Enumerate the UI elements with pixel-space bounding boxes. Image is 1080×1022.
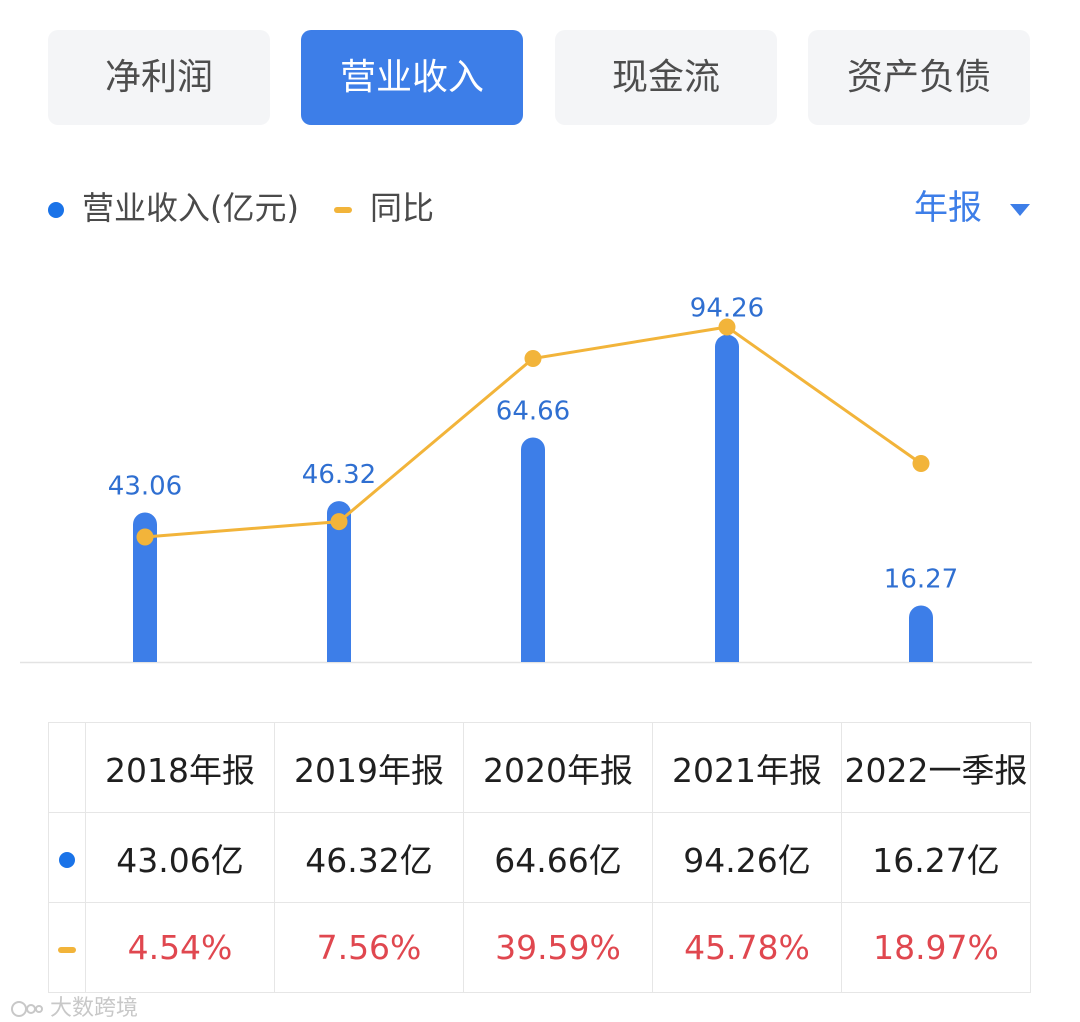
- watermark-text: 大数跨境: [50, 996, 138, 1021]
- bar-value-label: 16.27: [884, 564, 958, 594]
- yoy-point-2021年报[interactable]: [719, 318, 736, 335]
- table-cell: 16.27亿: [842, 813, 1031, 903]
- legend-dash-icon: [334, 207, 352, 213]
- legend-label-yoy: 同比: [370, 189, 434, 227]
- table-header-row: 2018年报 2019年报 2020年报 2021年报 2022一季报: [49, 723, 1031, 813]
- bar-value-label: 64.66: [496, 396, 570, 426]
- table-row-revenue: 43.06亿 46.32亿 64.66亿 94.26亿 16.27亿: [49, 813, 1031, 903]
- table-header: 2019年报: [275, 723, 464, 813]
- tab-revenue[interactable]: 营业收入: [301, 30, 523, 125]
- tab-bar: 净利润 营业收入 现金流 资产负债: [48, 30, 1032, 125]
- table-cell: 64.66亿: [464, 813, 653, 903]
- bar-2020年报[interactable]: [521, 437, 545, 662]
- table-cell: 46.32亿: [275, 813, 464, 903]
- table-cell: 43.06亿: [86, 813, 275, 903]
- revenue-dot-icon: [59, 852, 75, 868]
- yoy-point-2018年报[interactable]: [137, 529, 154, 546]
- growth-dash-icon: [58, 947, 76, 953]
- table-corner-cell: [49, 723, 86, 813]
- yoy-point-2019年报[interactable]: [331, 513, 348, 530]
- period-label: 年报: [914, 188, 982, 228]
- growth-row-indicator: [49, 903, 86, 993]
- caret-down-icon: [1010, 204, 1030, 216]
- legend-item-yoy: 同比: [334, 180, 434, 236]
- data-table: 2018年报 2019年报 2020年报 2021年报 2022一季报 43.0…: [48, 722, 1031, 993]
- tab-balance-sheet[interactable]: 资产负债: [808, 30, 1030, 125]
- table-cell: 4.54%: [86, 903, 275, 993]
- legend-dot-icon: [48, 202, 64, 218]
- table-cell: 94.26亿: [653, 813, 842, 903]
- yoy-point-2022一季报[interactable]: [913, 455, 930, 472]
- table-cell: 45.78%: [653, 903, 842, 993]
- bar-value-label: 46.32: [302, 460, 376, 490]
- watermark: 大数跨境: [10, 990, 138, 1022]
- table-cell: 18.97%: [842, 903, 1031, 993]
- tab-cash-flow[interactable]: 现金流: [555, 30, 777, 125]
- bar-value-label: 43.06: [108, 471, 182, 501]
- revenue-row-indicator: [49, 813, 86, 903]
- table-header: 2018年报: [86, 723, 275, 813]
- table-row-growth: 4.54% 7.56% 39.59% 45.78% 18.97%: [49, 903, 1031, 993]
- table-header: 2022一季报: [842, 723, 1031, 813]
- table-cell: 7.56%: [275, 903, 464, 993]
- watermark-logo-icon: [10, 998, 44, 1020]
- table-header: 2021年报: [653, 723, 842, 813]
- yoy-point-2020年报[interactable]: [525, 350, 542, 367]
- bar-2022一季报[interactable]: [909, 605, 933, 662]
- legend-item-revenue: 营业收入(亿元): [48, 180, 299, 236]
- tab-net-profit[interactable]: 净利润: [48, 30, 270, 125]
- table-header: 2020年报: [464, 723, 653, 813]
- bar-2021年报[interactable]: [715, 335, 739, 662]
- period-selector[interactable]: 年报: [914, 180, 1030, 236]
- legend-label-revenue: 营业收入(亿元): [82, 189, 299, 227]
- table-cell: 39.59%: [464, 903, 653, 993]
